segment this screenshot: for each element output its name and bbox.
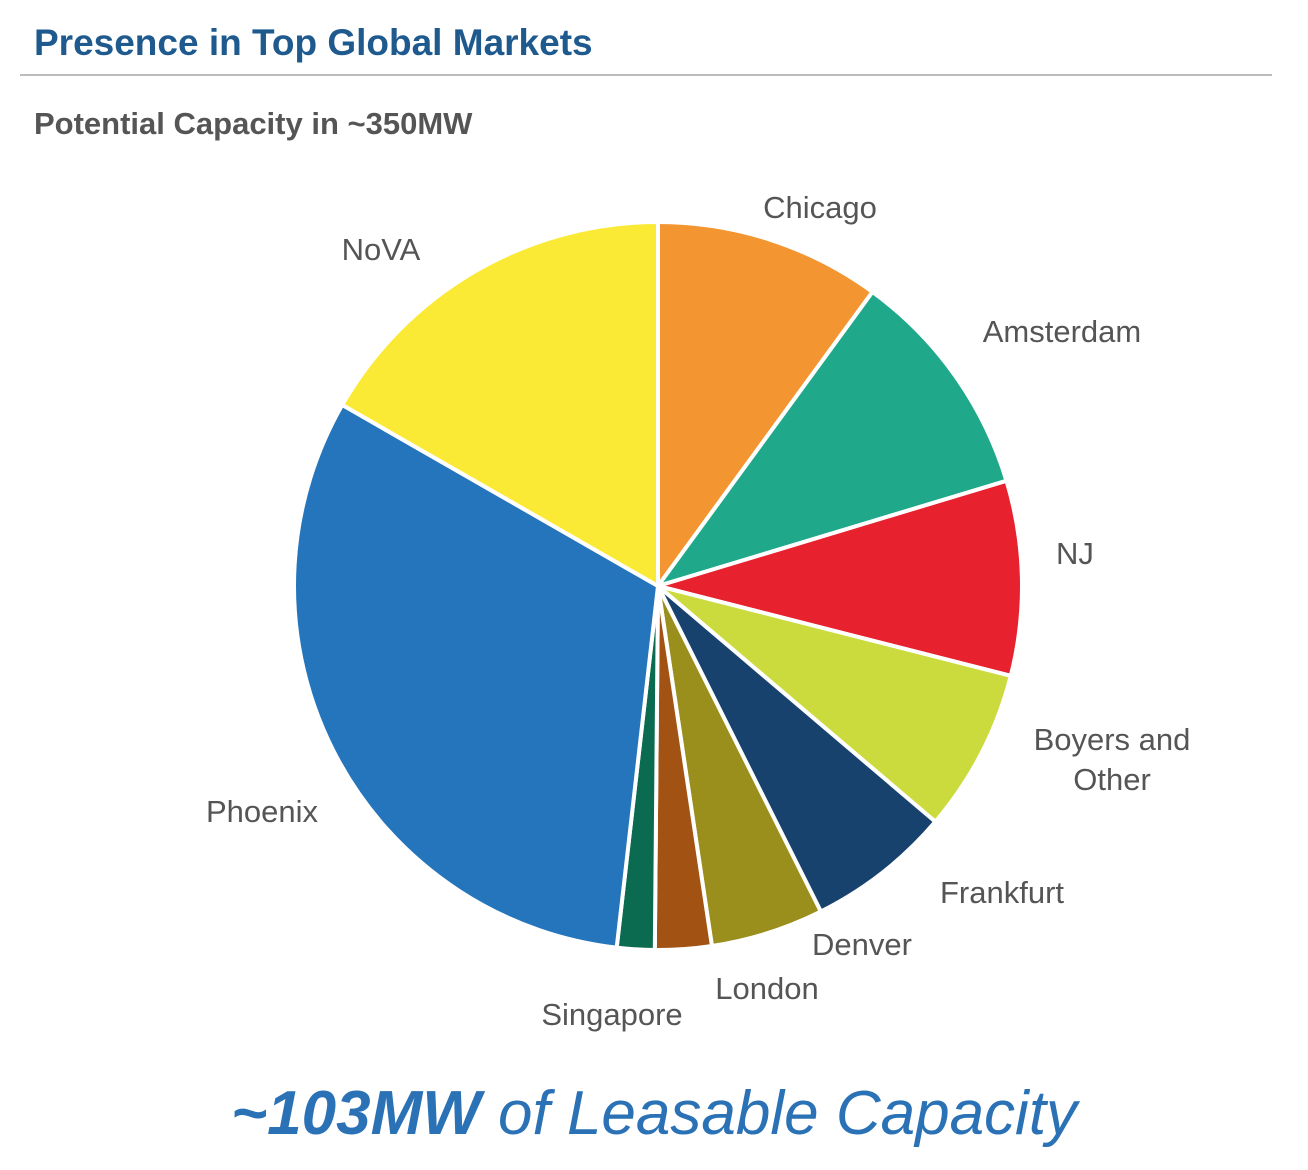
pie-label-singapore: Singapore: [541, 997, 682, 1032]
pie-slice-nj: [656, 478, 1025, 678]
pie-label-chicago: Chicago: [763, 190, 877, 225]
pie-slices: [292, 220, 1025, 952]
pie-label-amsterdam: Amsterdam: [983, 314, 1141, 349]
leasable-capacity-text: of Leasable Capacity: [480, 1079, 1078, 1148]
pie-slice-frankfurt: [656, 584, 938, 914]
pie-label-denver: Denver: [812, 927, 912, 962]
leasable-capacity-caption: ~103MW of Leasable Capacity: [0, 1078, 1308, 1149]
pie-labels: Chicago Amsterdam NJ Boyers and Other Frankfu…: [206, 190, 1190, 1032]
pie-label-phoenix: Phoenix: [206, 794, 319, 829]
pie-label-boyers-and-other: Boyers and Other: [1034, 722, 1191, 797]
pie-label-frankfurt: Frankfurt: [940, 875, 1064, 910]
chart-subtitle: Potential Capacity in ~350MW: [34, 106, 473, 141]
title-divider: [20, 74, 1272, 76]
leasable-capacity-value: ~103MW: [230, 1079, 481, 1148]
pie-label-london: London: [715, 971, 818, 1006]
pie-slice-phoenix: [292, 402, 660, 950]
pie-label-nova: NoVA: [342, 232, 421, 267]
pie-slice-amsterdam: [656, 289, 1009, 588]
page-title: Presence in Top Global Markets: [34, 22, 593, 63]
pie-slice-boyers-and-other: [656, 584, 1013, 824]
pie-slice-nova: [340, 220, 660, 588]
pie-label-nj: NJ: [1056, 536, 1094, 571]
pie-slice-chicago: [656, 220, 875, 588]
